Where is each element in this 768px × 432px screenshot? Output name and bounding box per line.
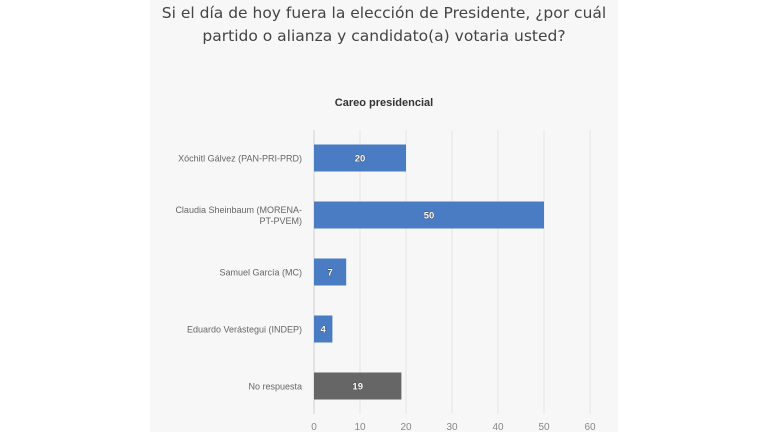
category-label: PT-PVEM) [259, 216, 302, 226]
x-tick-label: 60 [584, 422, 596, 432]
bar [314, 201, 544, 229]
category-label: No respuesta [248, 382, 302, 392]
category-label: Eduardo Verástegui (INDEP) [187, 325, 302, 335]
x-tick-label: 50 [538, 422, 550, 432]
data-label: 7 [327, 268, 332, 279]
x-tick-label: 10 [354, 422, 366, 432]
chart-subtitle: Careo presidencial [334, 97, 434, 109]
x-tick-label: 0 [311, 422, 317, 432]
bar [314, 144, 406, 172]
category-label: Samuel García (MC) [219, 268, 302, 278]
data-label: 50 [424, 211, 435, 222]
category-label: Xóchitl Gálvez (PAN-PRI-PRD) [178, 154, 302, 164]
data-label: 20 [355, 154, 366, 165]
data-label: 19 [352, 382, 363, 393]
x-tick-label: 30 [446, 422, 458, 432]
bar [314, 258, 347, 286]
bar [314, 372, 402, 400]
x-tick-label: 40 [492, 422, 504, 432]
bar [314, 315, 333, 343]
x-tick-label: 20 [400, 422, 412, 432]
chart-title: Si el día de hoy fuera la elección de Pr… [161, 4, 607, 45]
category-label: Claudia Sheinbaum (MORENA- [175, 205, 302, 215]
data-label: 4 [321, 325, 327, 336]
